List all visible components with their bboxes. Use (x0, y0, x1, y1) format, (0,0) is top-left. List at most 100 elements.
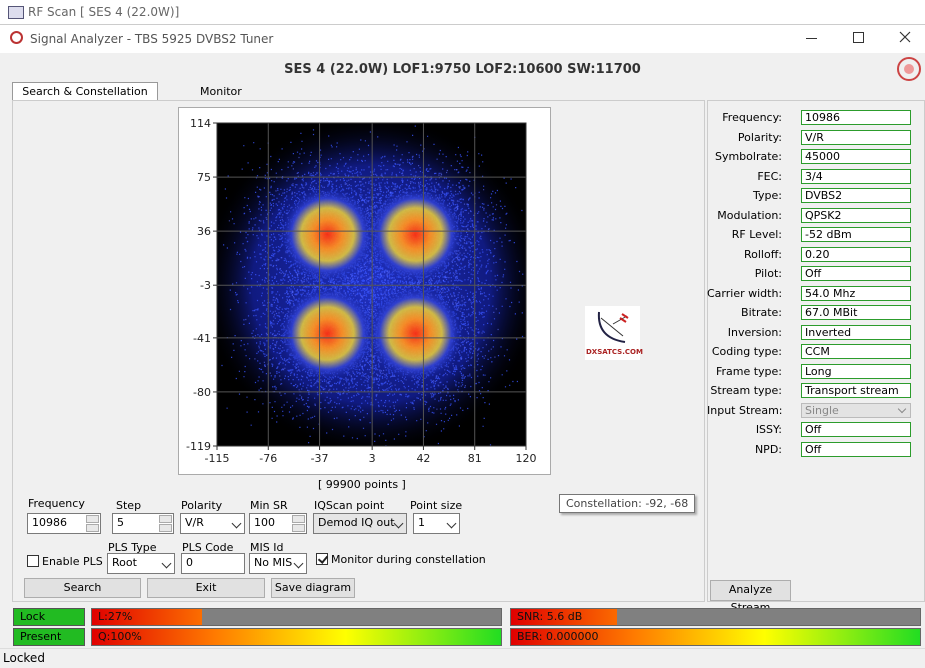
pls-code-input[interactable]: 0 (181, 553, 245, 574)
info-label: Modulation: (717, 208, 782, 222)
frequency-input[interactable]: 10986 (27, 513, 101, 534)
close-button[interactable] (899, 31, 911, 43)
label: PLS Type (108, 541, 157, 554)
info-label: Type: (753, 189, 782, 202)
info-value: Off (801, 441, 911, 457)
minimize-button[interactable] (806, 38, 817, 39)
info-label: ISSY: (755, 423, 782, 436)
info-label: Frequency: (722, 111, 782, 124)
y-tick-label: 114 (190, 117, 211, 130)
corner-logo (897, 57, 921, 81)
lock-indicator: Lock (13, 608, 85, 626)
info-value: Long (801, 363, 911, 379)
info-label: FEC: (757, 169, 782, 183)
info-label: Input Stream: (707, 403, 783, 417)
info-value: -52 dBm (801, 227, 911, 242)
window-icon (10, 31, 23, 44)
tab[interactable]: Monitor (200, 85, 242, 98)
info-value-text: Off (805, 423, 822, 436)
info-value-text: V/R (805, 130, 824, 144)
info-label: Bitrate: (741, 306, 782, 319)
tab-active[interactable]: Search & Constellation (12, 82, 158, 101)
meter-fill (92, 609, 203, 625)
input-value: 0 (186, 556, 193, 569)
meter-fill (511, 609, 618, 625)
info-value: 67.0 MBit (801, 305, 911, 320)
select-value: V/R (185, 516, 204, 529)
info-value: 54.0 Mhz (801, 285, 911, 301)
dish-icon (597, 311, 629, 343)
save-button[interactable]: Save diagram (271, 578, 355, 598)
plot-border (216, 122, 527, 447)
pls-type-select[interactable]: Root (107, 553, 175, 574)
spin-up[interactable] (292, 515, 305, 523)
meter-label: L:27% (98, 610, 133, 623)
step-input[interactable]: 5 (112, 513, 174, 534)
info-value-text: 45000 (805, 150, 840, 163)
exit-button[interactable]: Exit (147, 578, 265, 598)
x-tick-label: 81 (468, 452, 482, 465)
info-value-text: Long (805, 364, 832, 378)
spin-down[interactable] (159, 524, 172, 532)
info-value: CCM (801, 344, 911, 359)
monitor-checkbox[interactable] (316, 553, 329, 565)
x-tick-label: -76 (259, 452, 277, 465)
x-tick-label: 42 (416, 452, 430, 465)
meter-label: SNR: 5.6 dB (517, 610, 583, 623)
spin-up[interactable] (86, 515, 99, 523)
spin-up[interactable] (159, 515, 172, 523)
analyze-button[interactable]: Analyze Stream (710, 580, 791, 614)
info-value-text: 10986 (805, 111, 840, 124)
meter: BER: 0.000000 (510, 628, 921, 646)
spin-down[interactable] (86, 524, 99, 532)
label: PLS Code (182, 541, 234, 554)
label: Frequency (28, 497, 85, 510)
meter: Q:100% (91, 628, 502, 646)
iqscan-select[interactable]: Demod IQ out (313, 513, 407, 534)
x-tick-label: 120 (516, 452, 537, 465)
info-label: RF Level: (731, 228, 782, 241)
search-button[interactable]: Search (24, 578, 141, 598)
enable-pls-checkbox[interactable] (27, 555, 39, 567)
x-tick-label: 3 (369, 452, 376, 465)
info-value: V/R (801, 129, 911, 145)
plot-caption: [ 99900 points ] (318, 478, 406, 491)
min-sr-input[interactable]: 100 (249, 513, 307, 534)
select-value: No MIS (254, 556, 293, 569)
y-tick-label: -119 (186, 440, 211, 453)
window-title: Signal Analyzer - TBS 5925 DVBS2 Tuner (30, 32, 274, 46)
polarity-select[interactable]: V/R (180, 513, 245, 534)
info-value: 10986 (801, 110, 911, 125)
spin-down[interactable] (292, 524, 305, 532)
info-value: Off (801, 266, 911, 281)
info-value-text: Off (805, 442, 822, 456)
density-blob (279, 186, 376, 283)
dropdown-arrow (293, 558, 304, 569)
meter-gradient (511, 629, 920, 645)
y-tick-label: -3 (200, 279, 211, 292)
input-value: 100 (254, 516, 275, 529)
info-label: Frame type: (715, 364, 782, 378)
maximize-button[interactable] (853, 32, 864, 43)
info-value-text: 3/4 (805, 169, 823, 183)
status-text: Locked (3, 651, 45, 665)
info-value-text: Single (805, 403, 839, 417)
label: IQScan point (314, 499, 385, 512)
select-value: 1 (418, 516, 425, 529)
point-size-select[interactable]: 1 (413, 513, 460, 534)
input-value: 5 (117, 516, 124, 529)
present-indicator: Present (13, 628, 85, 646)
app-titlebar: RF Scan [ SES 4 (22.0W)] (0, 0, 925, 25)
info-value-text: -52 dBm (805, 228, 852, 241)
mis-id-select[interactable]: No MIS (249, 553, 307, 574)
status-bar (0, 648, 925, 668)
info-value: 0.20 (801, 246, 911, 262)
app-icon (8, 6, 24, 19)
header-text: SES 4 (22.0W) LOF1:9750 LOF2:10600 SW:11… (284, 62, 641, 77)
brand-text: DXSATCS.COM (586, 348, 643, 356)
input-value: 10986 (32, 516, 67, 529)
window-titlebar: Signal Analyzer - TBS 5925 DVBS2 Tuner (0, 25, 925, 53)
info-label: Rolloff: (743, 247, 782, 261)
dropdown-arrow (231, 518, 242, 529)
